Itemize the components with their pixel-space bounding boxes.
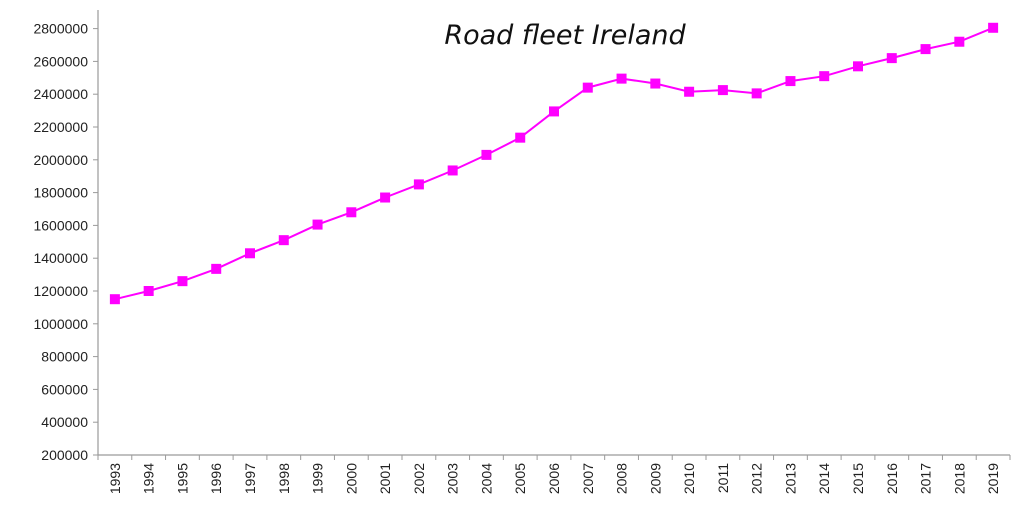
x-tick-label: 1993 bbox=[107, 463, 123, 494]
x-tick-label: 2004 bbox=[478, 463, 494, 494]
x-tick-label: 1999 bbox=[310, 463, 326, 494]
data-point-marker bbox=[886, 53, 897, 64]
x-tick-label: 2011 bbox=[715, 463, 731, 493]
data-point-marker bbox=[785, 76, 796, 87]
data-point-marker bbox=[413, 179, 424, 190]
y-axis-ticks: 200000 400000 600000 800000 1000000 1200000 14… bbox=[33, 21, 98, 463]
x-tick-label: 2014 bbox=[816, 463, 832, 494]
x-tick-label: 1995 bbox=[174, 463, 190, 494]
y-tick-label: 400000 bbox=[41, 414, 88, 430]
x-tick-label: 2003 bbox=[445, 463, 461, 494]
x-tick-label: 2018 bbox=[951, 463, 967, 494]
y-tick-label: 2000000 bbox=[33, 152, 88, 168]
data-point-marker bbox=[650, 78, 661, 89]
x-tick-label: 2019 bbox=[985, 463, 1001, 494]
x-axis-ticks: 1993 1994 1995 1996 1997 1998 1999 2000 2001 2002… bbox=[97, 455, 1011, 494]
y-tick-label: 2800000 bbox=[33, 21, 88, 37]
data-point-marker bbox=[278, 235, 289, 246]
data-point-marker bbox=[109, 294, 120, 305]
data-point-marker bbox=[312, 219, 323, 230]
data-point-marker bbox=[245, 248, 255, 259]
y-tick-label: 2400000 bbox=[33, 86, 88, 102]
data-point-marker bbox=[582, 82, 593, 93]
x-tick-label: 1997 bbox=[242, 463, 258, 494]
x-tick-label: 2002 bbox=[411, 463, 427, 494]
x-tick-label: 2005 bbox=[512, 463, 528, 494]
y-tick-label: 2600000 bbox=[33, 53, 88, 69]
data-point-marker bbox=[515, 132, 526, 143]
y-tick-label: 2200000 bbox=[33, 119, 88, 135]
x-tick-label: 1994 bbox=[141, 463, 157, 494]
x-tick-label: 2001 bbox=[377, 463, 393, 494]
data-point-marker bbox=[380, 192, 391, 203]
data-point-marker bbox=[143, 286, 154, 296]
y-tick-label: 200000 bbox=[41, 447, 88, 463]
data-point-marker bbox=[920, 44, 931, 55]
data-point-marker bbox=[481, 149, 492, 160]
data-point-marker bbox=[447, 165, 458, 176]
series-group bbox=[109, 22, 999, 305]
x-tick-label: 2000 bbox=[343, 463, 359, 494]
x-tick-label: 2009 bbox=[647, 463, 663, 494]
x-tick-label: 2010 bbox=[681, 463, 697, 494]
data-point-marker bbox=[954, 36, 965, 47]
x-tick-label: 2012 bbox=[749, 463, 765, 494]
x-tick-label: 1996 bbox=[208, 463, 224, 494]
x-tick-label: 2016 bbox=[884, 463, 900, 494]
x-tick-label: 2008 bbox=[614, 463, 630, 494]
y-tick-label: 1200000 bbox=[33, 283, 88, 299]
data-point-marker bbox=[751, 88, 762, 99]
y-tick-label: 600000 bbox=[41, 381, 88, 397]
y-tick-label: 800000 bbox=[41, 349, 88, 365]
data-point-marker bbox=[549, 106, 559, 117]
chart-title: Road fleet Ireland bbox=[444, 20, 686, 51]
data-point-marker bbox=[717, 85, 728, 96]
x-tick-label: 2015 bbox=[850, 463, 866, 494]
x-tick-label: 2013 bbox=[782, 463, 798, 494]
y-tick-label: 1600000 bbox=[33, 217, 88, 233]
x-tick-label: 1998 bbox=[276, 463, 292, 494]
data-point-marker bbox=[819, 71, 830, 82]
data-point-marker bbox=[988, 22, 999, 33]
x-tick-label: 2006 bbox=[546, 463, 562, 494]
data-point-marker bbox=[616, 73, 627, 84]
data-point-marker bbox=[684, 86, 695, 97]
data-point-marker bbox=[853, 61, 863, 72]
data-point-marker bbox=[177, 276, 188, 287]
y-tick-label: 1000000 bbox=[33, 316, 88, 332]
y-tick-label: 1400000 bbox=[33, 250, 88, 266]
data-point-marker bbox=[211, 263, 222, 274]
x-tick-label: 2007 bbox=[580, 463, 596, 494]
data-point-marker bbox=[346, 207, 357, 218]
x-tick-label: 2017 bbox=[918, 463, 934, 494]
y-tick-label: 1800000 bbox=[33, 185, 88, 201]
